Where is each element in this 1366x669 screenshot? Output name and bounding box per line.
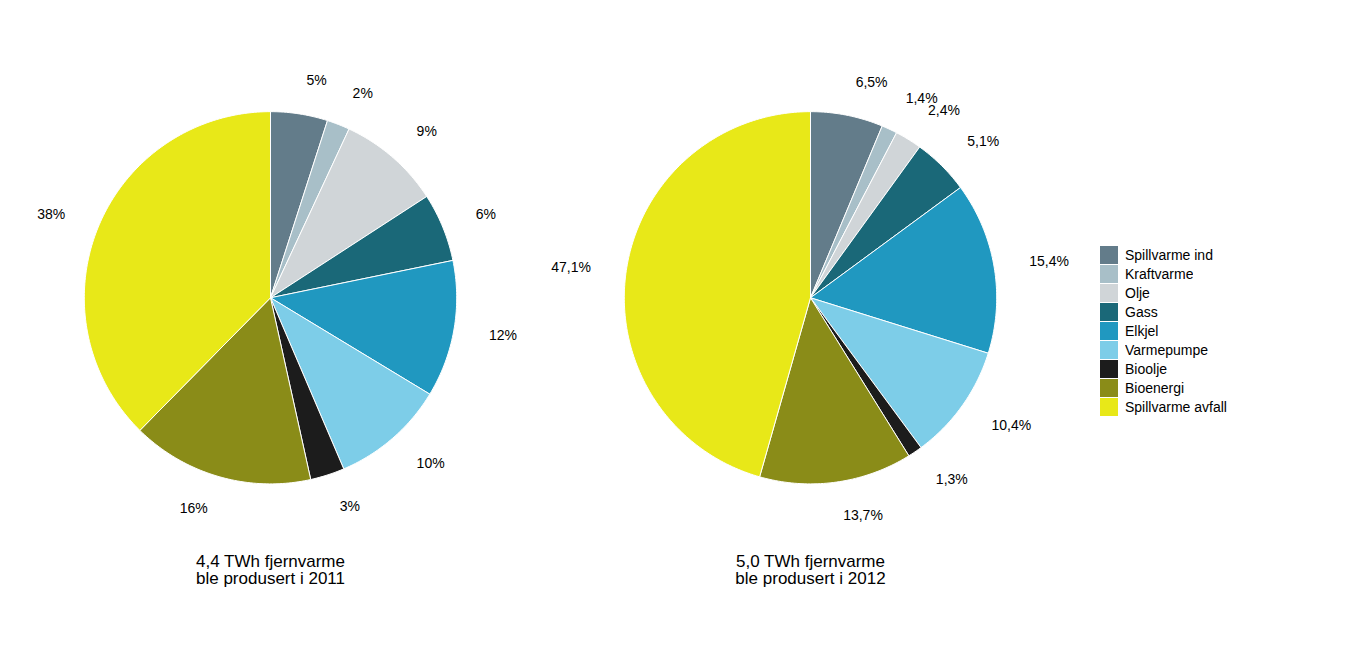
svg-text:6%: 6% <box>476 206 496 222</box>
svg-text:13,7%: 13,7% <box>843 507 883 523</box>
svg-text:2,4%: 2,4% <box>928 102 960 118</box>
html-text:Bioenergi: Bioenergi <box>1125 379 1185 396</box>
svg-text:2%: 2% <box>353 85 373 101</box>
svg-text:15,4%: 15,4% <box>1029 253 1069 269</box>
svg-text:3%: 3% <box>340 498 360 514</box>
svg-text:1,3%: 1,3% <box>936 471 968 487</box>
svg-text:5%: 5% <box>307 72 327 88</box>
html-text:Spillvarme avfall: Spillvarme avfall <box>1125 398 1227 415</box>
svg-text:10%: 10% <box>417 455 445 471</box>
svg-text:4,4 TWh fjernvarmeble produser: 4,4 TWh fjernvarmeble produsert i 2011 <box>196 552 345 588</box>
html-text:Spillvarme ind: Spillvarme ind <box>1125 246 1213 263</box>
svg-text:5,0 TWh fjernvarmeble produser: 5,0 TWh fjernvarmeble produsert i 2012 <box>735 552 885 588</box>
html-text:Olje: Olje <box>1125 284 1150 301</box>
svg-text:10,4%: 10,4% <box>991 417 1031 433</box>
svg-text:47,1%: 47,1% <box>551 259 591 275</box>
svg-text:9%: 9% <box>417 123 437 139</box>
svg-text:6,5%: 6,5% <box>856 74 888 90</box>
html-text:Kraftvarme: Kraftvarme <box>1125 265 1194 282</box>
html-text:Bioolje: Bioolje <box>1125 360 1167 377</box>
html-text:Gass: Gass <box>1125 303 1158 320</box>
html-text:Varmepumpe: Varmepumpe <box>1125 341 1208 358</box>
svg-text:38%: 38% <box>37 206 65 222</box>
svg-text:5,1%: 5,1% <box>967 133 999 149</box>
svg-text:1,4%: 1,4% <box>905 90 938 107</box>
html-text:Elkjel: Elkjel <box>1125 322 1159 339</box>
svg-text:16%: 16% <box>180 500 208 516</box>
svg-text:12%: 12% <box>489 327 517 343</box>
